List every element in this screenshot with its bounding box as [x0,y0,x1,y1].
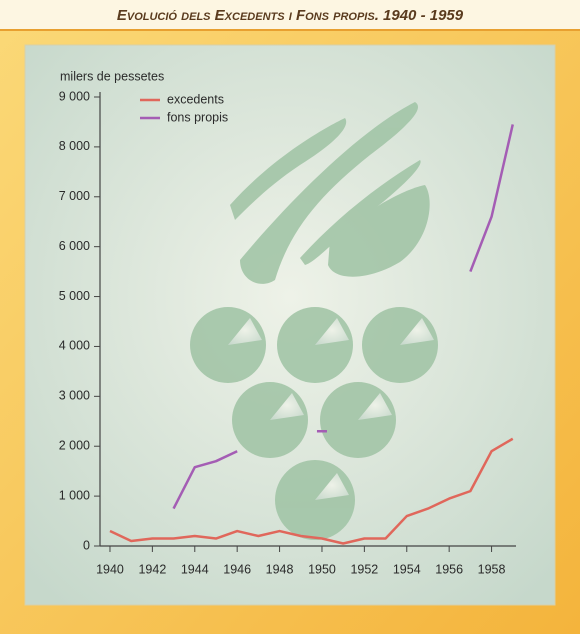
chart-title: Evolució dels Excedents i Fons propis. 1… [117,7,464,24]
grape-notches [228,318,434,500]
y-tick-label: 5 000 [59,289,90,303]
y-tick-label: 7 000 [59,189,90,203]
legend-label: excedents [167,92,224,106]
y-tick-label: 2 000 [59,439,90,453]
series-line [172,124,514,510]
y-tick-label: 9 000 [59,89,90,103]
y-axis-label: milers de pessetes [60,69,164,83]
y-tick-label: 0 [83,538,90,552]
series-line [109,437,514,545]
y-tick-label: 3 000 [59,389,90,403]
x-tick-label: 1940 [96,562,124,576]
title-bar [0,0,580,30]
x-tick-label: 1954 [393,562,421,576]
y-tick-label: 4 000 [59,339,90,353]
x-tick-label: 1948 [266,562,294,576]
y-tick-label: 8 000 [59,139,90,153]
x-tick-label: 1958 [478,562,506,576]
x-tick-label: 1942 [138,562,166,576]
x-tick-label: 1946 [223,562,251,576]
y-tick-label: 6 000 [59,239,90,253]
x-tick-label: 1950 [308,562,336,576]
x-tick-label: 1944 [181,562,209,576]
y-tick-label: 1 000 [59,488,90,502]
x-tick-label: 1956 [435,562,463,576]
x-tick-label: 1952 [350,562,378,576]
legend-label: fons propis [167,110,228,124]
